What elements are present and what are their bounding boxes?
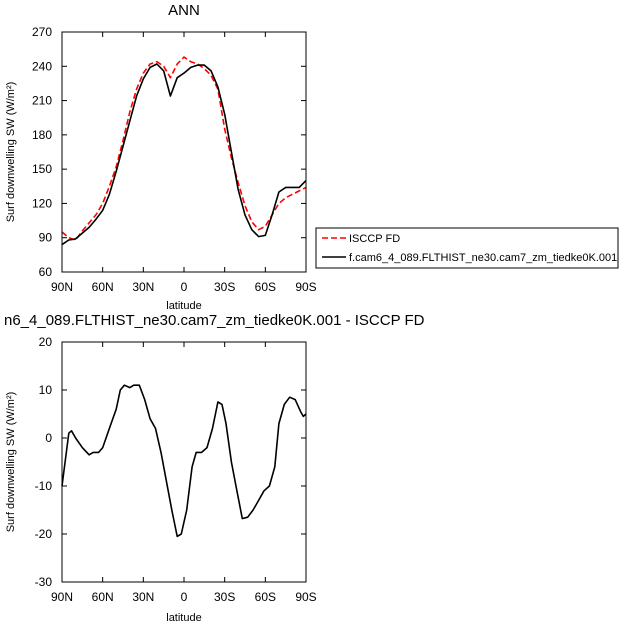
top-x-tick-label: 60N (92, 280, 114, 294)
bottom-y-tick-label: -20 (35, 527, 53, 541)
top-y-tick-label: 150 (32, 162, 52, 176)
bottom-chart-title: n6_4_089.FLTHIST_ne30.cam7_zm_tiedke0K.0… (4, 312, 425, 329)
bottom-x-tick-label: 60N (92, 590, 114, 604)
bottom-y-tick-label: -10 (35, 479, 53, 493)
bottom-x-tick-label: 0 (181, 590, 188, 604)
bottom-series-line-0 (61, 384, 307, 538)
bottom-y-tick-label: 0 (45, 431, 52, 445)
bottom-y-tick-label: 10 (39, 383, 53, 397)
top-panel: ANN latitude Surf downwelling SW (W/m²) … (5, 2, 317, 312)
top-series-line-0 (61, 56, 307, 241)
top-y-tick-label: 60 (39, 265, 53, 279)
top-x-tick-label: 30N (132, 280, 154, 294)
top-x-tick-label: 0 (181, 280, 188, 294)
top-y-tick-label: 210 (32, 94, 52, 108)
legend-label-isccp: ISCCP FD (349, 233, 400, 245)
top-x-tick-label: 60S (255, 280, 276, 294)
bottom-x-tick-label: 90N (51, 590, 73, 604)
top-y-tick-label: 90 (39, 231, 53, 245)
bottom-y-tick-label: -30 (35, 575, 53, 589)
bottom-x-tick-label: 30N (132, 590, 154, 604)
legend-box (315, 227, 619, 269)
top-chart-title: ANN (168, 2, 200, 19)
bottom-plot-frame (61, 341, 307, 583)
top-plot-frame (61, 31, 307, 273)
top-y-tick-label: 120 (32, 196, 52, 210)
bottom-x-tick-label: 90S (295, 590, 316, 604)
top-y-tick-label: 240 (32, 59, 52, 73)
top-x-tick-label: 90N (51, 280, 73, 294)
bottom-x-tick-label: 60S (255, 590, 276, 604)
bottom-y-tick-label: 20 (39, 335, 53, 349)
top-series-line-1 (61, 63, 307, 246)
top-x-axis-label: latitude (166, 300, 201, 312)
bottom-x-axis-label: latitude (166, 612, 201, 624)
top-y-tick-label: 270 (32, 25, 52, 39)
bottom-x-tick-label: 30S (214, 590, 235, 604)
top-x-tick-label: 30S (214, 280, 235, 294)
top-y-tick-label: 180 (32, 128, 52, 142)
legend-label-model: f.cam6_4_089.FLTHIST_ne30.cam7_zm_tiedke… (349, 252, 617, 264)
top-y-axis-label: Surf downwelling SW (W/m²) (5, 82, 17, 223)
legend: ISCCP FD f.cam6_4_089.FLTHIST_ne30.cam7_… (315, 227, 619, 269)
bottom-panel: n6_4_089.FLTHIST_ne30.cam7_zm_tiedke0K.0… (4, 312, 425, 624)
top-x-tick-label: 90S (295, 280, 316, 294)
bottom-y-axis-label: Surf downwelling SW (W/m²) (5, 392, 17, 533)
